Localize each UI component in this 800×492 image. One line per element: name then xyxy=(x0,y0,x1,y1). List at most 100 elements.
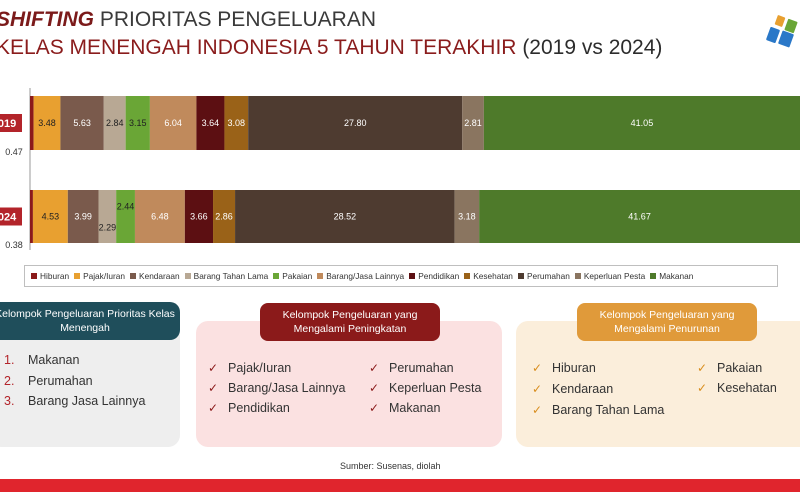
data-label: 2.84 xyxy=(106,118,124,128)
check-icon: ✓ xyxy=(369,381,380,395)
data-label: 2.86 xyxy=(215,212,233,222)
item-label: Makanan xyxy=(389,401,441,415)
legend-item: Barang/Jasa Lainnya xyxy=(317,271,404,281)
legend-label: Pakaian xyxy=(282,271,313,281)
item-label: Pakaian xyxy=(717,361,763,375)
list-item: ✓ Barang/Jasa Lainnya xyxy=(208,378,345,398)
item-label: Hiburan xyxy=(552,361,596,375)
data-label: 6.48 xyxy=(151,212,169,222)
chart-title-line2: KELAS MENENGAH INDONESIA 5 TAHUN TERAKHI… xyxy=(0,36,662,60)
data-label: 41.05 xyxy=(631,118,654,128)
decrease-panel xyxy=(516,321,800,447)
legend-label: Perumahan xyxy=(526,271,570,281)
bar-segment-2019-barang-jasa-lainnya xyxy=(149,96,197,150)
bar-segment-2019-pajak-iuran xyxy=(33,96,61,150)
title-italic-word: SHIFTING xyxy=(0,8,94,31)
legend-swatch xyxy=(409,273,416,279)
bottom-accent-bar xyxy=(0,479,800,492)
bar-segment-2019-kendaraan xyxy=(60,96,104,150)
chart-title-line1: SHIFTING PRIORITAS PENGELUARAN xyxy=(0,8,376,32)
bar-segment-2024-kendaraan xyxy=(67,190,99,243)
legend-swatch xyxy=(74,273,81,279)
data-label: 0.47 xyxy=(5,147,23,157)
bar-segment-2024-perumahan xyxy=(235,190,455,243)
check-icon: ✓ xyxy=(697,361,708,375)
legend-item: Pakaian xyxy=(273,271,312,281)
legend-item: Perumahan xyxy=(517,271,570,281)
legend-item: Makanan xyxy=(650,271,693,281)
decrease-panel-header: Kelompok Pengeluaran yang Mengalami Penu… xyxy=(577,303,757,341)
data-label: 3.99 xyxy=(74,212,92,222)
increase-list-col1: ✓ Pajak/Iuran ✓ Barang/Jasa Lainnya ✓ Pendi… xyxy=(208,358,345,418)
item-label: Barang/Jasa Lainnya xyxy=(228,381,346,395)
item-label: Kendaraan xyxy=(552,382,614,396)
check-icon: ✓ xyxy=(369,401,380,415)
list-item: ✓ Kendaraan xyxy=(532,379,664,400)
bar-segment-2024-pajak-iuran xyxy=(32,190,68,243)
decrease-list-col2: ✓ Pakaian ✓ Kesehatan xyxy=(697,358,777,398)
category-label: 019 xyxy=(0,118,16,130)
item-label: Perumahan xyxy=(389,361,454,375)
check-icon: ✓ xyxy=(369,361,380,375)
item-number: 3. xyxy=(4,394,15,408)
bar-segment-2019-pendidikan xyxy=(196,96,225,150)
legend-swatch xyxy=(464,273,471,279)
check-icon: ✓ xyxy=(208,401,219,415)
list-item: ✓ Makanan xyxy=(369,398,481,418)
list-item: 2. Perumahan xyxy=(4,371,145,392)
item-label: Barang Tahan Lama xyxy=(552,403,665,417)
legend-label: Pendidikan xyxy=(418,271,460,281)
list-item: ✓ Pakaian xyxy=(697,358,777,378)
chart-legend: Hiburan Pajak/Iuran Kendaraan Barang Tahan … xyxy=(24,265,778,287)
bar-segment-2024-barang-tahan-lama xyxy=(98,190,117,243)
bar-segment-2019-makanan xyxy=(483,96,800,150)
data-label: 28.52 xyxy=(334,212,357,222)
legend-item: Kendaraan xyxy=(130,271,180,281)
list-item: ✓ Hiburan xyxy=(532,358,664,379)
list-item: ✓ Kesehatan xyxy=(697,378,777,398)
stacked-bar-chart: 0.47 3.48 5.63 2.84 3.15 6.04 3.64 3.08 27.80 2.8… xyxy=(0,88,800,250)
bar-segment-2019-pakaian xyxy=(125,96,150,150)
bar-segment-2024-hiburan xyxy=(30,190,33,243)
legend-item: Pajak/Iuran xyxy=(74,271,125,281)
check-icon: ✓ xyxy=(208,381,219,395)
bps-logo-icon xyxy=(766,15,798,48)
increase-panel xyxy=(196,321,502,447)
data-label: 3.64 xyxy=(202,118,220,128)
item-label: Keperluan Pesta xyxy=(389,381,482,395)
priority-panel xyxy=(0,325,180,447)
list-item: 1. Makanan xyxy=(4,350,145,371)
bar-segment-2019-hiburan xyxy=(30,96,34,150)
legend-swatch xyxy=(273,273,280,279)
check-icon: ✓ xyxy=(532,361,543,375)
legend-swatch xyxy=(31,273,37,279)
list-item: ✓ Barang Tahan Lama xyxy=(532,400,664,421)
list-item: ✓ Perumahan xyxy=(369,358,481,378)
increase-list-col2: ✓ Perumahan ✓ Keperluan Pesta ✓ Makanan xyxy=(369,358,481,418)
legend-swatch xyxy=(650,273,657,279)
data-label: 27.80 xyxy=(344,118,367,128)
data-label: 41.67 xyxy=(628,212,651,222)
increase-panel-header: Kelompok Pengeluaran yang Mengalami Peni… xyxy=(260,303,440,341)
legend-item: Barang Tahan Lama xyxy=(184,271,268,281)
bar-segment-2019-barang-tahan-lama xyxy=(103,96,126,150)
check-icon: ✓ xyxy=(532,403,543,417)
list-item: ✓ Pendidikan xyxy=(208,398,345,418)
legend-label: Keperluan Pesta xyxy=(583,271,646,281)
data-label: 3.15 xyxy=(129,118,147,128)
legend-item: Kesehatan xyxy=(464,271,513,281)
check-icon: ✓ xyxy=(208,361,219,375)
source-note: Sumber: Susenas, diolah xyxy=(340,461,441,471)
item-label: Makanan xyxy=(28,353,80,367)
title-line2-main: KELAS MENENGAH INDONESIA 5 TAHUN TERAKHI… xyxy=(0,36,517,59)
legend-label: Kendaraan xyxy=(139,271,180,281)
data-label: 2.29 xyxy=(99,223,117,233)
legend-swatch xyxy=(517,273,524,279)
category-label-box xyxy=(0,114,22,132)
item-label: Barang Jasa Lainnya xyxy=(28,394,146,408)
data-label: 3.66 xyxy=(190,212,208,222)
bar-segment-2019-kesehatan xyxy=(224,96,249,150)
legend-label: Makanan xyxy=(659,271,694,281)
legend-label: Barang/Jasa Lainnya xyxy=(326,271,405,281)
legend-swatch xyxy=(184,273,191,279)
